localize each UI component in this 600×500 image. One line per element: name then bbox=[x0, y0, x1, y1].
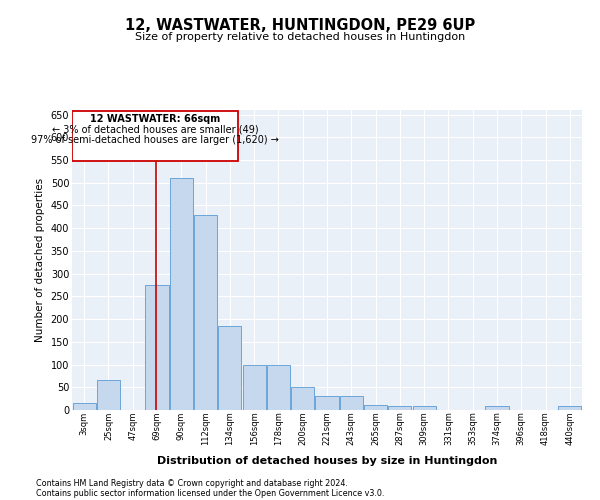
Y-axis label: Number of detached properties: Number of detached properties bbox=[35, 178, 45, 342]
X-axis label: Distribution of detached houses by size in Huntingdon: Distribution of detached houses by size … bbox=[157, 456, 497, 466]
Bar bbox=[559, 406, 581, 410]
Text: 12, WASTWATER, HUNTINGDON, PE29 6UP: 12, WASTWATER, HUNTINGDON, PE29 6UP bbox=[125, 18, 475, 32]
Bar bbox=[242, 364, 266, 410]
Bar bbox=[340, 396, 363, 410]
Bar bbox=[170, 178, 193, 410]
Bar bbox=[267, 364, 290, 410]
Text: 97% of semi-detached houses are larger (1,620) →: 97% of semi-detached houses are larger (… bbox=[31, 136, 279, 145]
Text: Size of property relative to detached houses in Huntingdon: Size of property relative to detached ho… bbox=[135, 32, 465, 42]
Text: Contains public sector information licensed under the Open Government Licence v3: Contains public sector information licen… bbox=[36, 488, 385, 498]
Bar bbox=[388, 406, 412, 410]
Bar bbox=[73, 403, 95, 410]
Bar bbox=[218, 326, 241, 410]
Bar bbox=[364, 406, 387, 410]
Bar bbox=[145, 285, 169, 410]
Bar bbox=[72, 111, 238, 161]
Bar bbox=[291, 388, 314, 410]
Bar bbox=[485, 406, 509, 410]
Text: 12 WASTWATER: 66sqm: 12 WASTWATER: 66sqm bbox=[90, 114, 220, 124]
Bar bbox=[97, 380, 120, 410]
Bar bbox=[316, 396, 338, 410]
Bar bbox=[194, 214, 217, 410]
Text: ← 3% of detached houses are smaller (49): ← 3% of detached houses are smaller (49) bbox=[52, 124, 259, 134]
Bar bbox=[413, 406, 436, 410]
Text: Contains HM Land Registry data © Crown copyright and database right 2024.: Contains HM Land Registry data © Crown c… bbox=[36, 478, 348, 488]
